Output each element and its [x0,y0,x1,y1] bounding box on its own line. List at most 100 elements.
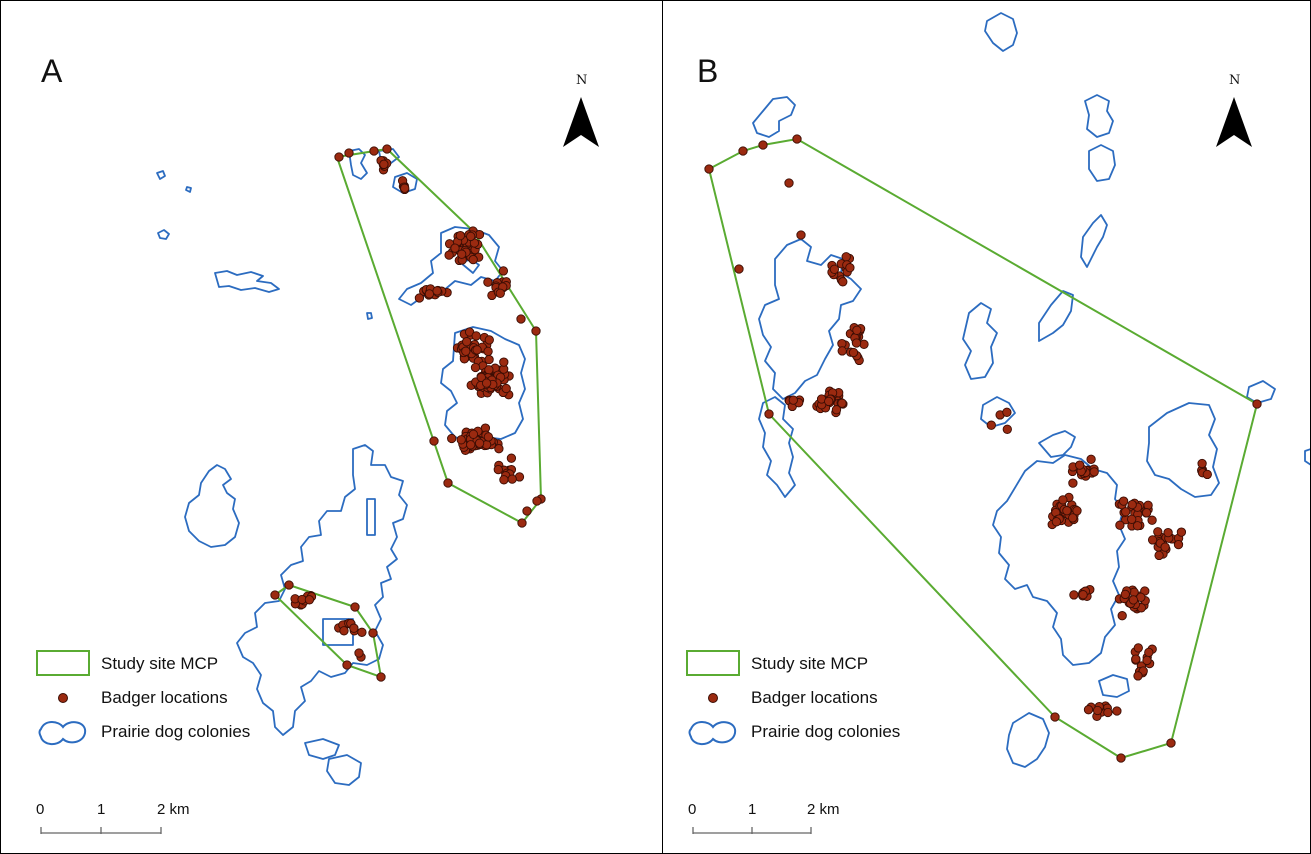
map-panel-b: B N Study site MCP Badger locations Prai… [662,0,1311,854]
scale-tick-1: 1 [748,801,757,818]
badger-location-point [1117,611,1127,621]
badger-location-point [368,628,378,638]
badger-location-point [1120,589,1130,600]
badger-location-point [837,346,847,356]
badger-location-point [481,378,492,388]
badger-location-point [841,252,851,262]
badger-location-point [784,178,794,188]
badger-location-point [1086,454,1096,464]
colony-polygon [1304,448,1310,466]
badger-location-point [447,433,457,444]
north-arrow-icon [1216,97,1252,147]
badger-location-point [501,383,511,394]
badger-location-point [1116,753,1126,763]
badger-location-point [848,347,859,358]
badger-location-point [495,288,505,298]
badger-location-point [1062,506,1072,516]
badger-location-point [734,264,744,274]
badger-location-point [450,243,460,253]
badger-location-point [837,398,847,408]
badger-location-point [499,357,509,367]
colony-polygon [185,186,192,193]
legend-mcp-label: Study site MCP [101,654,219,673]
badger-location-point [455,230,466,241]
badger-location-point [1075,460,1085,470]
prairie-dog-colonies-b [752,12,1310,768]
colony-polygon [1146,402,1220,498]
colony-polygon [1088,144,1116,182]
legend-mcp-swatch [686,650,740,676]
badger-location-point [1103,707,1113,718]
badger-location-point [852,325,862,335]
badger-location-point [342,660,352,670]
legend-item-mcp: Study site MCP [101,649,421,679]
badger-location-point [484,335,494,345]
colony-polygon [758,396,796,498]
badger-location-point [468,429,479,439]
legend-symbols-b [686,650,740,745]
badger-location-point [851,338,862,348]
badger-location-point [1166,738,1176,748]
badger-location-point [824,396,834,407]
badger-location-point [1050,712,1060,722]
legend-colony-swatch [38,721,87,745]
badger-location-point [1133,643,1143,653]
badger-location-point [444,250,454,260]
badger-location-point [483,346,493,357]
legend-symbols-a [36,650,90,745]
badger-location-point [494,444,504,454]
badger-location-point [468,254,478,265]
badger-location-point [483,432,494,442]
badger-location-point [516,314,526,324]
colony-polygon [984,12,1018,52]
colony-polygon [184,464,240,548]
badger-location-point [484,354,494,365]
badger-location-point [531,326,541,336]
badger-location-point [270,590,280,600]
legend-item-mcp: Study site MCP [751,649,1071,679]
badger-location-point [1072,506,1082,516]
map-canvas-b [686,12,1310,834]
badger-location-point [1069,590,1079,600]
prairie-dog-colonies-a [156,148,526,786]
badger-location-point [474,438,485,448]
panel-label-b: B [697,53,719,89]
badger-location-point [1092,705,1103,716]
badger-location-point [1163,527,1173,538]
colony-polygon [348,148,368,180]
badger-location-point [304,595,315,605]
badger-location-point [456,435,466,445]
badger-location-point [400,183,410,193]
badger-location-point [1153,527,1163,537]
badger-location-point [1121,507,1131,517]
map-canvas-a [36,97,599,834]
legend-mcp-label: Study site MCP [751,654,869,673]
badger-location-point [1132,521,1143,531]
badger-location-point [344,148,354,158]
badger-location-point [738,146,748,156]
badger-location-point [443,478,453,488]
north-label-a: N [576,73,588,88]
legend-badger-label: Badger locations [751,688,878,707]
scale-bar-labels-a: 0 1 2 km [1,1,190,818]
badger-location-point [1147,535,1158,545]
colony-polygon [322,618,354,646]
badger-location-point [1154,550,1164,561]
badger-location-point [796,230,806,240]
badger-location-point [758,140,768,150]
badger-location-point [859,339,869,349]
badger-location-point [432,286,442,296]
badger-location-point [1176,527,1187,537]
badger-location-point [1127,514,1137,524]
badger-location-point [466,440,476,450]
map-panel-a: A N Study site MCP Badger locations Prai… [0,0,663,854]
badger-location-point [334,152,344,162]
badger-location-point [350,602,360,612]
badger-location-point [429,436,439,446]
badger-location-point [369,146,379,156]
badger-location-point [376,672,386,682]
badger-location-point [379,159,389,169]
badger-location-point [493,464,503,475]
badger-location-point [838,277,848,287]
colony-polygon [440,326,526,444]
